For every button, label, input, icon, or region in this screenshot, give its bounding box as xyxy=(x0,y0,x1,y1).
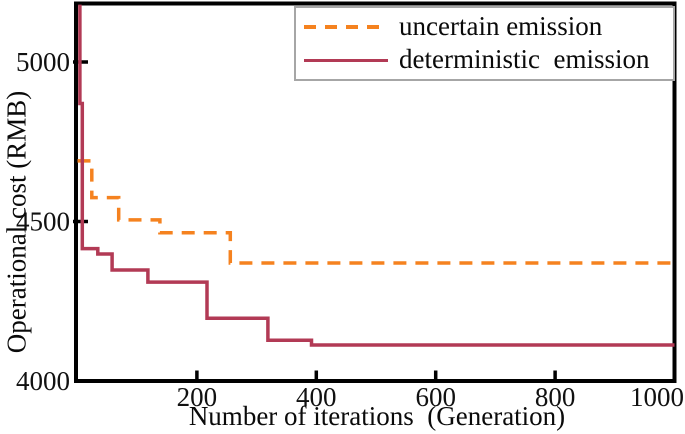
y-tick-label: 4000 xyxy=(16,366,70,396)
y-tick-label: 4500 xyxy=(16,207,70,237)
legend-item-deterministic: deterministic emission xyxy=(304,45,673,75)
y-tick-label: 5000 xyxy=(16,47,70,77)
uncertain-dashed-line-swatch xyxy=(304,24,388,29)
x-tick-label: 200 xyxy=(177,382,218,412)
legend-item-uncertain: uncertain emission xyxy=(304,10,673,42)
x-tick-label: 1000 xyxy=(630,382,684,412)
series-line-dashed xyxy=(77,159,675,265)
legend-label-deterministic: deterministic emission xyxy=(399,44,650,75)
y-axis-title: Operational cost (RMB) xyxy=(1,90,32,354)
series-line-solid xyxy=(78,4,675,347)
x-axis-title: Number of iterations (Generation) xyxy=(188,401,566,431)
x-tick-label: 800 xyxy=(535,382,576,412)
x-tick-label: 600 xyxy=(415,382,456,412)
x-tick-label: 400 xyxy=(296,382,337,412)
legend: uncertain emission deterministic emissio… xyxy=(294,6,675,81)
plot-frame xyxy=(74,1,677,383)
deterministic-solid-line-swatch xyxy=(304,58,388,63)
legend-label-uncertain: uncertain emission xyxy=(399,10,603,41)
